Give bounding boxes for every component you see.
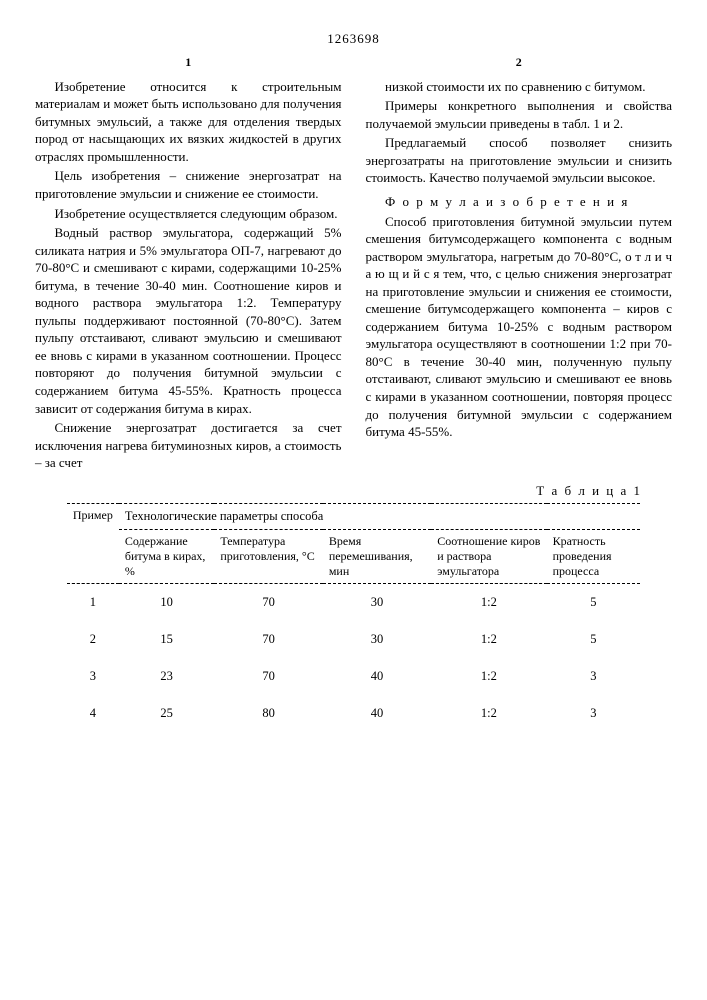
paragraph: Предлагаемый способ позволяет снизить эн… — [366, 134, 673, 187]
formula-header: Ф о р м у л а и з о б р е т е н и я — [366, 193, 673, 211]
table-row: 4 25 80 40 1:2 3 — [67, 695, 640, 732]
cell: 23 — [119, 658, 214, 695]
col-header: Кратность проведения процесса — [547, 530, 641, 584]
cell: 4 — [67, 695, 119, 732]
cell: 3 — [67, 658, 119, 695]
table-body: 1 10 70 30 1:2 5 2 15 70 30 1:2 5 3 23 7… — [67, 584, 640, 732]
cell: 70 — [214, 584, 322, 621]
cell: 1 — [67, 584, 119, 621]
cell: 30 — [323, 621, 431, 658]
cell: 70 — [214, 658, 322, 695]
paragraph: Цель изобретения – снижение энергозатрат… — [35, 167, 342, 202]
cell: 3 — [547, 695, 641, 732]
cell: 5 — [547, 584, 641, 621]
parameters-table: Пример Технологические параметры способа… — [67, 503, 640, 731]
right-column-number: 2 — [366, 54, 673, 70]
col-header: Соотношение киров и раствора эмульгатора — [431, 530, 546, 584]
table-title: Т а б л и ц а 1 — [35, 482, 642, 500]
cell: 2 — [67, 621, 119, 658]
table-row: 3 23 70 40 1:2 3 — [67, 658, 640, 695]
col-header: Температура приготовления, °С — [214, 530, 322, 584]
col-header: Содержание битума в кирах, % — [119, 530, 214, 584]
cell: 25 — [119, 695, 214, 732]
two-column-layout: 1 Изобретение относится к строительным м… — [35, 54, 672, 474]
formula-text: Способ приготовления битумной эмульсии п… — [366, 213, 673, 441]
cell: 80 — [214, 695, 322, 732]
cell: 1:2 — [431, 695, 546, 732]
paragraph: Примеры конкретного выполнения и свойств… — [366, 97, 673, 132]
cell: 40 — [323, 658, 431, 695]
paragraph: Изобретение осуществляется следующим обр… — [35, 205, 342, 223]
cell: 3 — [547, 658, 641, 695]
paragraph: Изобретение относится к строительным мат… — [35, 78, 342, 166]
col-primer: Пример — [67, 504, 119, 584]
paragraph: Снижение энергозатрат достигается за сче… — [35, 419, 342, 472]
cell: 1:2 — [431, 658, 546, 695]
cell: 30 — [323, 584, 431, 621]
cell: 70 — [214, 621, 322, 658]
left-column: 1 Изобретение относится к строительным м… — [35, 54, 342, 474]
right-column: 2 низкой стоимости их по сравнению с бит… — [366, 54, 673, 474]
cell: 15 — [119, 621, 214, 658]
col-group-header: Технологические параметры способа — [119, 504, 640, 530]
cell: 1:2 — [431, 621, 546, 658]
paragraph: Водный раствор эмульгатора, содержащий 5… — [35, 224, 342, 417]
cell: 1:2 — [431, 584, 546, 621]
table-row: 1 10 70 30 1:2 5 — [67, 584, 640, 621]
cell: 5 — [547, 621, 641, 658]
paragraph: низкой стоимости их по сравнению с битум… — [366, 78, 673, 96]
left-column-number: 1 — [35, 54, 342, 70]
table-row: 2 15 70 30 1:2 5 — [67, 621, 640, 658]
cell: 10 — [119, 584, 214, 621]
col-header: Время перемешивания, мин — [323, 530, 431, 584]
cell: 40 — [323, 695, 431, 732]
document-number: 1263698 — [35, 30, 672, 48]
